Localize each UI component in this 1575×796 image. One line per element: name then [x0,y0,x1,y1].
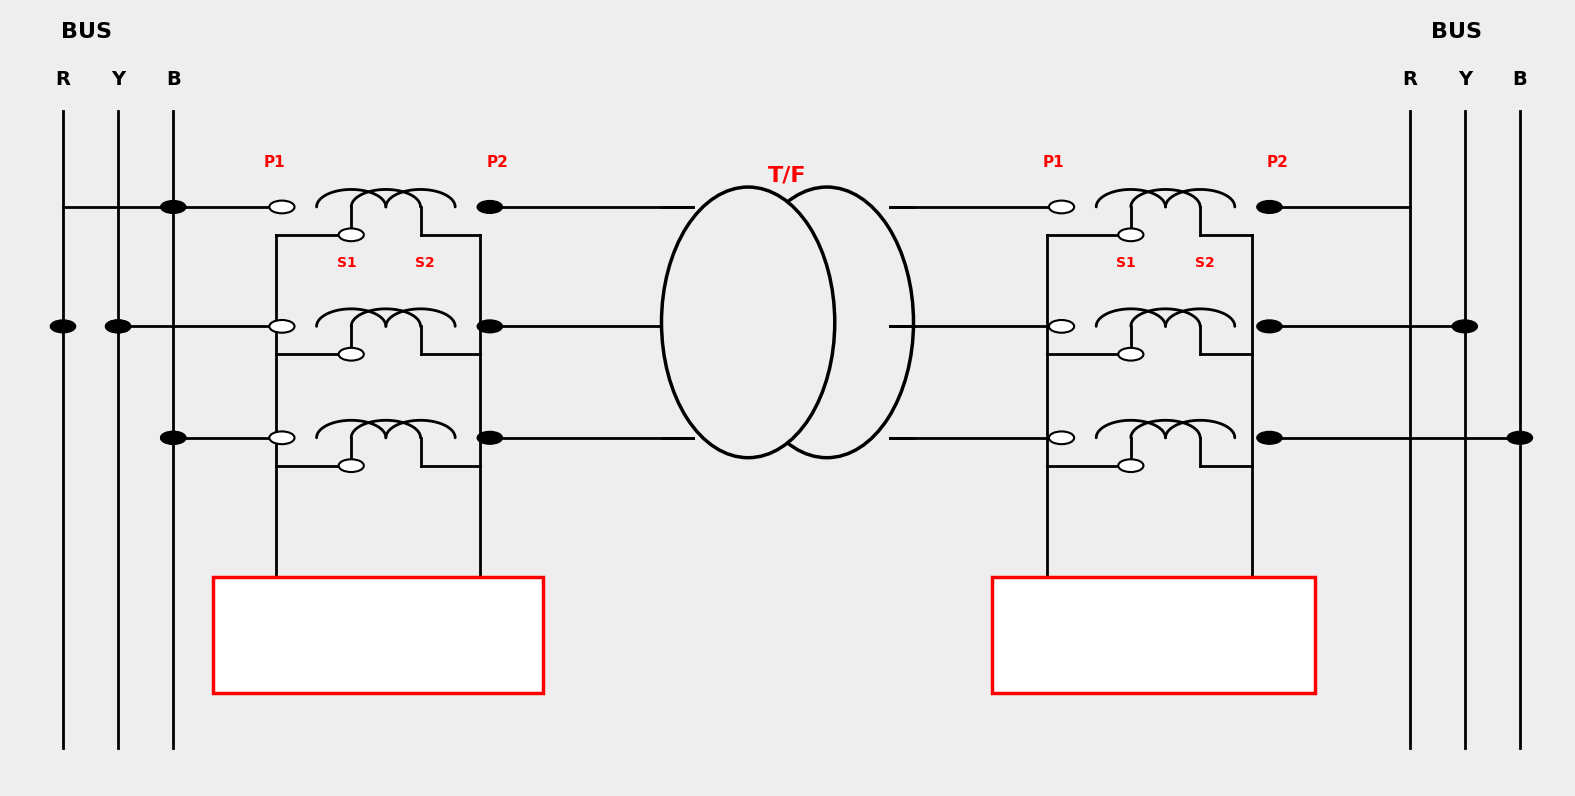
Text: R: R [55,70,71,89]
Circle shape [161,201,186,213]
Circle shape [477,320,502,333]
Text: BUS: BUS [1432,21,1482,42]
Text: Y: Y [112,70,124,89]
Circle shape [1452,320,1477,333]
Circle shape [269,201,295,213]
Text: P1: P1 [263,155,285,170]
Circle shape [1257,431,1282,444]
Circle shape [161,431,186,444]
Text: P2: P2 [487,155,509,170]
Text: S2: S2 [1195,256,1214,270]
Circle shape [161,431,186,444]
Ellipse shape [740,187,914,458]
Ellipse shape [662,187,835,458]
Circle shape [1118,459,1143,472]
Bar [992,577,1315,693]
Circle shape [1049,320,1074,333]
Text: Y: Y [1458,70,1471,89]
Text: S1: S1 [337,256,356,270]
Text: S1: S1 [1117,256,1136,270]
Circle shape [1118,228,1143,241]
Circle shape [339,348,364,361]
Circle shape [106,320,131,333]
Text: R: R [1402,70,1418,89]
Circle shape [1049,431,1074,444]
Circle shape [1507,431,1532,444]
Text: BUS: BUS [61,21,112,42]
Circle shape [1257,201,1282,213]
Circle shape [339,228,364,241]
Text: P1: P1 [1043,155,1065,170]
Bar [213,577,543,693]
Circle shape [269,320,295,333]
Text: TRANSFORMER: TRANSFORMER [301,602,455,620]
Text: P2: P2 [1266,155,1288,170]
Circle shape [477,431,502,444]
Text: PROTN. SCHEME: PROTN. SCHEME [295,650,461,668]
Circle shape [50,320,76,333]
Circle shape [106,320,131,333]
Text: B: B [165,70,181,89]
Circle shape [477,201,502,213]
Text: S2: S2 [416,256,435,270]
Text: PROTN. SCHEME: PROTN. SCHEME [1071,650,1236,668]
Circle shape [339,459,364,472]
Circle shape [269,431,295,444]
Text: TRANSFORMER: TRANSFORMER [1077,602,1230,620]
Circle shape [1118,348,1143,361]
Text: T/F: T/F [769,165,806,185]
Text: B: B [1512,70,1528,89]
Circle shape [1049,201,1074,213]
Circle shape [1257,320,1282,333]
